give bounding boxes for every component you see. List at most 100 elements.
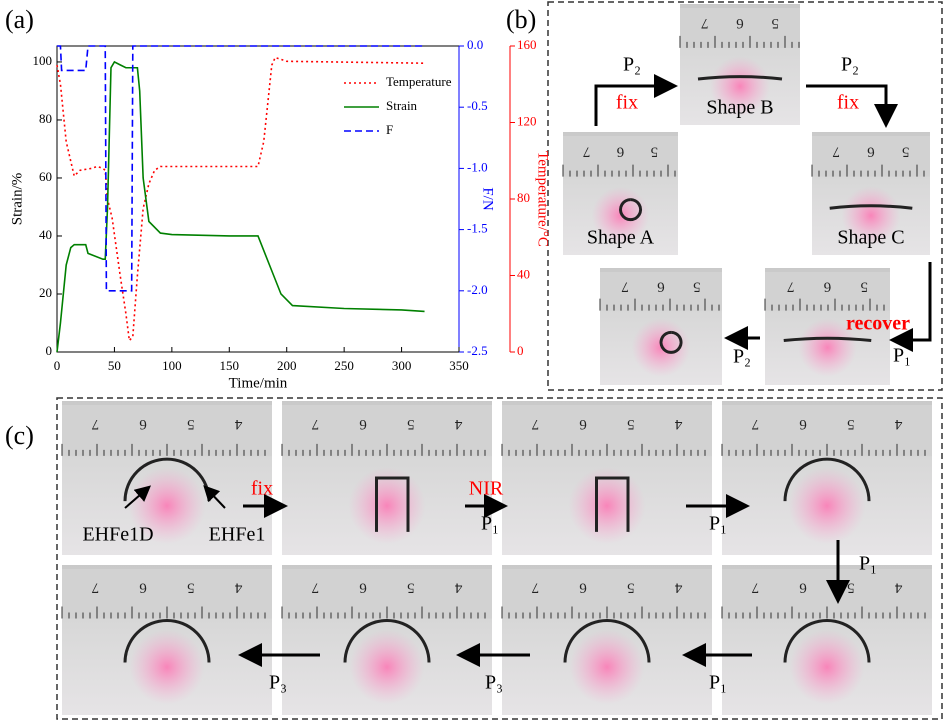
ruler-digit: 6 (799, 416, 807, 432)
x-tick-label: 0 (54, 358, 61, 373)
ruler (563, 136, 678, 177)
ruler-digit: 7 (700, 15, 708, 31)
annotation: P₃ (269, 672, 287, 694)
ruler-digit: 5 (693, 279, 701, 295)
panel-label: (b) (506, 5, 536, 34)
x-tick-label: 150 (220, 358, 240, 373)
ruler-digit: 4 (454, 580, 462, 596)
sample (619, 198, 643, 222)
ruler-digit: 4 (234, 580, 242, 596)
ruler-digit: 6 (579, 580, 587, 596)
x-tick-label: 200 (277, 358, 297, 373)
ruler-digit: 5 (627, 580, 635, 596)
ruler (680, 8, 800, 48)
ruler-digit: 6 (736, 15, 744, 31)
plot-frame (56, 45, 460, 353)
laser-spot (348, 467, 426, 545)
ruler-digit: 6 (579, 416, 587, 432)
ruler-digit: 7 (832, 143, 840, 159)
y3-tick-label: 0 (517, 343, 524, 358)
y3-axis-label: Temperature/°C (535, 151, 551, 247)
y-tick-label: 80 (39, 111, 52, 126)
y2-tick-label: -2.0 (467, 282, 488, 297)
y2-axis-label: F/N (480, 187, 496, 211)
laser-spot (841, 186, 901, 246)
ruler-digit: 6 (359, 416, 367, 432)
ruler (812, 136, 930, 177)
ruler-digit: 5 (187, 580, 195, 596)
ruler-digit: 4 (674, 580, 682, 596)
series-line (56, 60, 425, 353)
annotation: P₁ (893, 345, 911, 367)
ruler-digit: 7 (621, 279, 629, 295)
x-tick-label: 300 (392, 358, 412, 373)
y-tick-label: 40 (39, 227, 52, 242)
panel-label: (c) (5, 421, 34, 450)
ruler-digit: 5 (847, 416, 855, 432)
sample (123, 457, 211, 502)
x-tick-label: 250 (334, 358, 354, 373)
ruler-digit: 7 (751, 580, 759, 596)
ruler-digit: 5 (902, 143, 910, 159)
y2-tick-label: -1.5 (467, 221, 488, 236)
legend-label: Temperature (386, 74, 452, 89)
arrow (594, 74, 678, 126)
ruler-digit: 5 (847, 580, 855, 596)
arrows (124, 74, 932, 667)
annotation: P₁ (481, 513, 499, 535)
y-axis-label: Strain/% (9, 173, 25, 226)
y2-tick-label: -1.0 (467, 159, 488, 174)
y-tick-label: 20 (39, 285, 52, 300)
sample (343, 619, 431, 663)
x-tick-label: 50 (108, 358, 121, 373)
shape-label: Shape B (706, 97, 773, 119)
ruler-digit: 5 (772, 15, 780, 31)
annotation: EHFe1 (209, 524, 266, 546)
annotation: P₂ (733, 346, 751, 368)
laser-spot (710, 56, 770, 117)
laser-spot (129, 629, 205, 705)
arrow (203, 485, 226, 509)
ruler-digit: 5 (187, 416, 195, 432)
laser-spot (349, 629, 425, 705)
x-axis-label: Time/min (229, 375, 288, 391)
arrow (124, 485, 152, 509)
annotation: EHFe1D (82, 524, 153, 546)
sample (829, 204, 913, 210)
annotation: P₁ (709, 672, 727, 694)
annotation: P₁ (859, 553, 877, 575)
ruler-digit: 5 (407, 580, 415, 596)
ruler-digit: 6 (139, 580, 147, 596)
ruler-digit: 5 (651, 143, 659, 159)
laser-spot (569, 629, 645, 705)
x-tick-label: 100 (162, 358, 182, 373)
ruler-digit: 4 (234, 416, 242, 432)
photos: 7 6 5 Shape B 7 6 5 Shape A 7 6 5 Shape C 7 6 5 7 6 5 7 6 5 4… (61, 4, 932, 715)
ruler-digit: 5 (861, 279, 869, 295)
ruler-digit: 7 (91, 580, 99, 596)
panel-c-frame (56, 397, 943, 720)
series-line (56, 56, 425, 343)
ruler-digit: 6 (799, 580, 807, 596)
sample (595, 476, 630, 532)
y-tick-label: 60 (39, 169, 52, 184)
laser-spot (788, 467, 866, 545)
ruler (765, 272, 890, 311)
ruler-digit: 6 (616, 143, 624, 159)
ruler-digit: 7 (582, 143, 590, 159)
sample (123, 619, 211, 663)
sample (375, 476, 410, 532)
series-line (57, 45, 425, 292)
legend-label: Strain (386, 98, 418, 113)
y3-tick-label: 120 (517, 113, 537, 128)
ruler-digit: 7 (311, 416, 319, 432)
panel-label: (a) (5, 5, 34, 34)
panel-b-frame (547, 1, 943, 391)
laser-spot (568, 467, 646, 545)
annotation: P₂ (841, 54, 859, 76)
ruler-digit: 7 (311, 580, 319, 596)
annotation: recover (846, 313, 910, 335)
ruler-digit: 6 (657, 279, 665, 295)
ruler-digit: 6 (867, 143, 875, 159)
